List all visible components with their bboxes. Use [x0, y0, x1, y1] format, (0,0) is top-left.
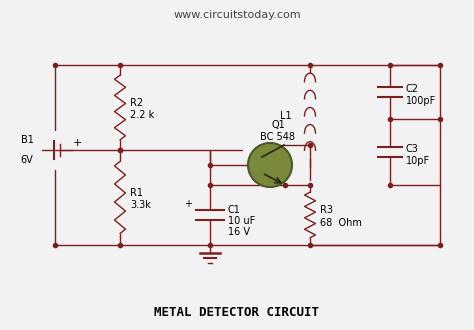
Text: C3: C3: [406, 144, 419, 154]
Circle shape: [248, 143, 292, 187]
Text: 100pF: 100pF: [406, 96, 436, 106]
Text: R3: R3: [320, 205, 333, 215]
Text: R1: R1: [130, 187, 143, 197]
Text: 10pF: 10pF: [406, 156, 430, 166]
Text: 2.2 k: 2.2 k: [130, 111, 154, 120]
Text: Q1: Q1: [271, 120, 285, 130]
Text: 6V: 6V: [21, 155, 33, 165]
Text: 3.3k: 3.3k: [130, 201, 151, 211]
Text: www.circuitstoday.com: www.circuitstoday.com: [173, 10, 301, 20]
Text: METAL DETECTOR CIRCUIT: METAL DETECTOR CIRCUIT: [155, 306, 319, 318]
Text: C2: C2: [406, 84, 419, 94]
Text: 10 uF: 10 uF: [228, 216, 255, 226]
Text: BC 548: BC 548: [261, 132, 295, 142]
Text: B1: B1: [20, 135, 34, 145]
Text: 16 V: 16 V: [228, 227, 250, 237]
Text: +: +: [73, 138, 82, 148]
Text: L1: L1: [280, 111, 292, 121]
Text: C1: C1: [228, 205, 241, 215]
Text: 68  Ohm: 68 Ohm: [320, 218, 362, 228]
Text: +: +: [184, 199, 192, 209]
Text: R2: R2: [130, 97, 143, 108]
